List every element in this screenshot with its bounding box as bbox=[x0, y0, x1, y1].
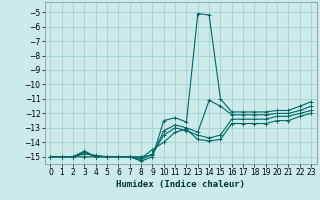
X-axis label: Humidex (Indice chaleur): Humidex (Indice chaleur) bbox=[116, 180, 245, 189]
